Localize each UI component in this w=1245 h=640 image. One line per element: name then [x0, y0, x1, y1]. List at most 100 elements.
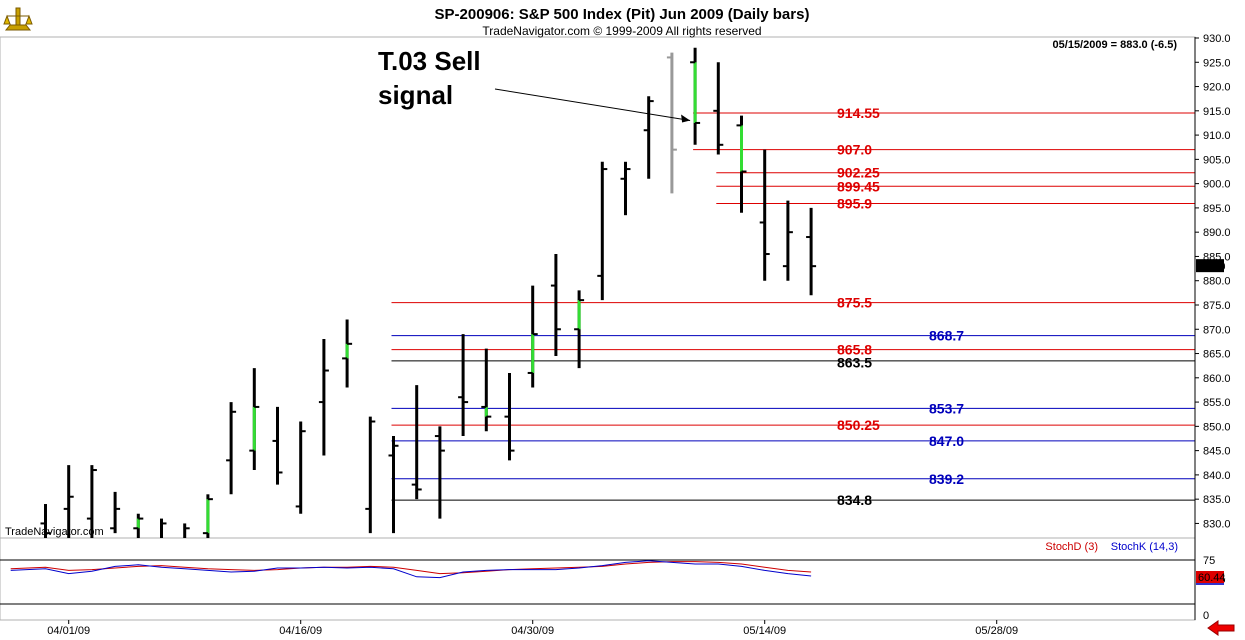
- level-label: 853.7: [929, 400, 964, 416]
- annotation-text-line1: T.03 Sell: [378, 46, 481, 76]
- ohlc-bar: [133, 513, 144, 538]
- ohlc-bar: [574, 290, 585, 369]
- stochd-last-label: 60.44: [1198, 572, 1226, 584]
- annotation-arrowhead: [681, 114, 691, 123]
- level-label: 875.5: [837, 295, 872, 311]
- indicator-tick-label: 0: [1203, 610, 1209, 622]
- level-label: 839.2: [929, 471, 964, 487]
- ohlc-bar: [643, 96, 654, 179]
- stochk-line: [10, 560, 812, 579]
- date-tick-label: 05/28/09: [975, 625, 1018, 637]
- annotation-arrow-line: [494, 88, 691, 122]
- price-tick-label: 900.0: [1203, 179, 1231, 191]
- ohlc-bar: [202, 494, 213, 538]
- price-tick-label: 860.0: [1203, 373, 1231, 385]
- last-price-badge: [1196, 259, 1224, 273]
- ohlc-bar: [295, 421, 306, 514]
- level-label: 865.8: [837, 342, 872, 358]
- ohlc-bar: [63, 465, 74, 538]
- price-tick-label: 925.0: [1203, 57, 1231, 69]
- ohlc-bar: [183, 523, 190, 538]
- ohlc-bar: [318, 338, 329, 456]
- ohlc-bar: [365, 416, 376, 534]
- ohlc-bar: [434, 426, 445, 519]
- price-tick-label: 930.0: [1203, 33, 1231, 45]
- ohlc-bar: [86, 465, 97, 538]
- ohlc-bar: [110, 491, 121, 534]
- ohlc-bar: [620, 161, 631, 216]
- level-label: 895.9: [837, 196, 872, 212]
- price-tick-label: 905.0: [1203, 154, 1231, 166]
- ohlc-bar: [388, 436, 399, 534]
- price-tick-label: 920.0: [1203, 82, 1231, 94]
- date-axis: 04/01/09 04/16/09 04/30/09 05/14/09 05/28/09: [47, 620, 1018, 637]
- ohlc-bar: [713, 62, 724, 155]
- ohlc-bar: [272, 406, 283, 485]
- ohlc-bar: [690, 47, 701, 145]
- ohlc-bar: [249, 368, 260, 471]
- level-label: 847.0: [929, 433, 964, 449]
- ohlc-bar: [666, 52, 677, 194]
- price-tick-label: 840.0: [1203, 470, 1231, 482]
- price-tick-label: 895.0: [1203, 203, 1231, 215]
- watermark: TradeNavigator.com: [5, 526, 104, 538]
- ohlc-bar: [597, 161, 608, 301]
- logo-icon: [3, 7, 33, 31]
- ohlc-bars: [40, 47, 817, 538]
- price-tick-label: 855.0: [1203, 397, 1231, 409]
- chart-title: SP-200906: S&P 500 Index (Pit) Jun 2009 …: [435, 6, 810, 23]
- stochastic-indicator: StochD (3)StochK (14,3)07555.3560.44: [0, 541, 1226, 622]
- ohlc-bar: [782, 200, 793, 281]
- price-tick-label: 890.0: [1203, 227, 1231, 239]
- ohlc-bar: [226, 402, 237, 495]
- date-tick-label: 05/14/09: [743, 625, 786, 637]
- ohlc-bar: [342, 319, 353, 388]
- level-label: 834.8: [837, 492, 872, 508]
- last-quote: 05/15/2009 = 883.0 (-6.5): [1053, 39, 1178, 51]
- level-label: 914.55: [837, 105, 880, 121]
- ohlc-bar: [527, 285, 538, 388]
- price-tick-label: 875.0: [1203, 300, 1231, 312]
- arrow-left-icon[interactable]: [1207, 620, 1235, 636]
- level-label: 863.5: [837, 355, 872, 371]
- ohlc-bar: [736, 115, 747, 213]
- ohlc-bar: [759, 149, 770, 281]
- price-axis: 830.0 835.0 840.0 845.0 850.0 855.0 860.0 865.0…: [1194, 33, 1231, 620]
- ohlc-bar: [806, 207, 817, 296]
- ohlc-bar: [160, 518, 167, 538]
- stochd-line: [10, 561, 812, 575]
- price-tick-label: 870.0: [1203, 324, 1231, 336]
- ohlc-bar: [504, 372, 515, 461]
- level-label: 899.45: [837, 178, 880, 194]
- ohlc-bar: [458, 334, 469, 437]
- price-tick-label: 910.0: [1203, 130, 1231, 142]
- ohlc-bar: [411, 385, 422, 500]
- indicator-tick-label: 75: [1203, 555, 1215, 567]
- stochd-legend: StochD (3): [1045, 541, 1098, 553]
- level-label: 907.0: [837, 142, 872, 158]
- price-tick-label: 850.0: [1203, 421, 1231, 433]
- stochd-last-badge: [1196, 571, 1224, 583]
- annotation-text-line2: signal: [378, 80, 453, 110]
- level-label: 902.25: [837, 165, 880, 181]
- ohlc-bar: [481, 348, 492, 432]
- stochk-legend: StochK (14,3): [1111, 541, 1178, 553]
- chart-subtitle: TradeNavigator.com © 1999-2009 All right…: [482, 24, 761, 38]
- sell-signal-annotation: T.03 Sell signal: [378, 46, 691, 123]
- price-tick-label: 915.0: [1203, 106, 1231, 118]
- price-tick-label: 880.0: [1203, 276, 1231, 288]
- scroll-left-button[interactable]: [1207, 620, 1235, 636]
- date-tick-label: 04/16/09: [279, 625, 322, 637]
- price-tick-label: 830.0: [1203, 518, 1231, 530]
- last-price-label: 883.0: [1198, 261, 1226, 273]
- price-tick-label: 845.0: [1203, 446, 1231, 458]
- date-tick-label: 04/01/09: [47, 625, 90, 637]
- price-tick-label: 865.0: [1203, 349, 1231, 361]
- level-label: 850.25: [837, 417, 880, 433]
- level-label: 868.7: [929, 328, 964, 344]
- price-tick-label: 835.0: [1203, 494, 1231, 506]
- ohlc-bar: [40, 504, 51, 538]
- ohlc-bar: [550, 254, 561, 356]
